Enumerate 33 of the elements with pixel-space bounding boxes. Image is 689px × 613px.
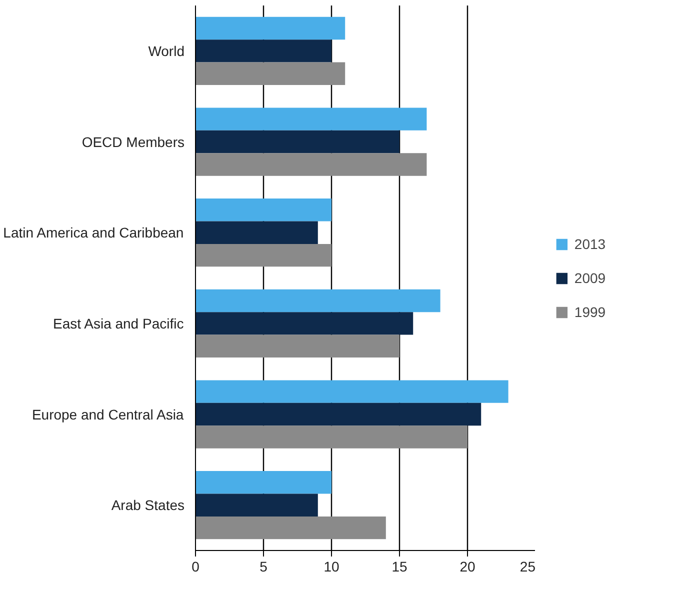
x-tick-label: 15 [392, 558, 408, 574]
bar [196, 221, 318, 244]
bar [196, 62, 346, 85]
bar [196, 402, 482, 426]
x-tick-label: 20 [460, 558, 476, 574]
bar [196, 289, 440, 312]
y-tick-label: World [148, 42, 185, 59]
bar [196, 130, 400, 154]
y-tick-label: Latin America and Caribbean [3, 224, 184, 241]
bar [196, 108, 427, 130]
bar [196, 380, 508, 403]
bar [196, 40, 332, 62]
legend-label: 1999 [574, 304, 606, 320]
bar [196, 516, 386, 540]
bar [196, 244, 332, 267]
bar [196, 471, 332, 494]
bar [196, 312, 414, 335]
bar [196, 334, 400, 358]
bar [196, 494, 318, 516]
bar [196, 426, 468, 448]
legend-label: 2009 [574, 270, 606, 286]
bar [196, 198, 332, 222]
x-tick-label: 5 [260, 558, 268, 574]
x-tick-label: 10 [324, 558, 340, 574]
legend-label: 2013 [574, 236, 606, 252]
bar [196, 153, 427, 176]
y-tick-label: Arab States [111, 497, 185, 514]
x-tick-label: 0 [192, 558, 200, 574]
bar [196, 16, 346, 40]
y-tick-label: Europe and Central Asia [32, 406, 184, 422]
y-tick-label: East Asia and Pacific [52, 315, 184, 332]
x-tick-label: 25 [520, 558, 536, 574]
y-tick-label: OECD Members [82, 134, 185, 150]
